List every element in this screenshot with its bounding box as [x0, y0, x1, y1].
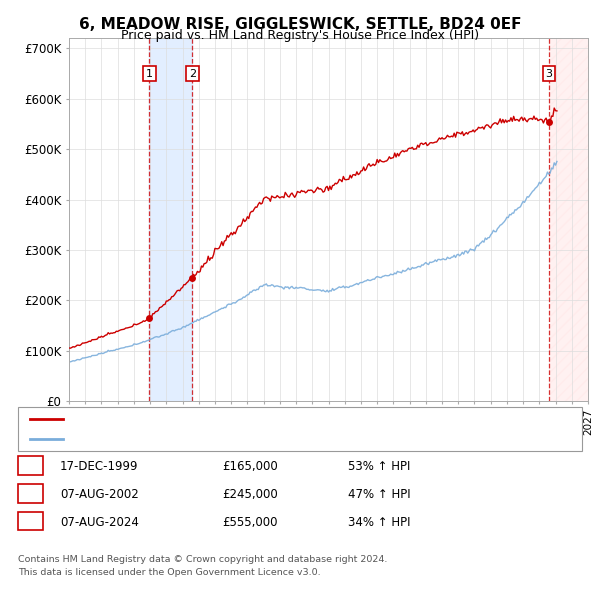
Text: 3: 3 — [545, 68, 553, 78]
Bar — [149, 38, 192, 401]
Text: £245,000: £245,000 — [222, 488, 278, 501]
Text: HPI: Average price, detached house, North Yorkshire: HPI: Average price, detached house, Nort… — [69, 434, 355, 444]
Text: £165,000: £165,000 — [222, 460, 278, 473]
Text: Contains HM Land Registry data © Crown copyright and database right 2024.: Contains HM Land Registry data © Crown c… — [18, 555, 388, 564]
Text: Price paid vs. HM Land Registry's House Price Index (HPI): Price paid vs. HM Land Registry's House … — [121, 30, 479, 42]
Text: 1: 1 — [27, 460, 34, 473]
Text: 1: 1 — [146, 68, 153, 78]
Text: 6, MEADOW RISE, GIGGLESWICK, SETTLE, BD24 0EF (detached house): 6, MEADOW RISE, GIGGLESWICK, SETTLE, BD2… — [69, 415, 453, 424]
Text: 34% ↑ HPI: 34% ↑ HPI — [348, 516, 410, 529]
Bar — [549, 38, 588, 401]
Text: 2: 2 — [27, 488, 34, 501]
Text: 3: 3 — [27, 516, 34, 529]
Text: 53% ↑ HPI: 53% ↑ HPI — [348, 460, 410, 473]
Text: 07-AUG-2002: 07-AUG-2002 — [60, 488, 139, 501]
Text: 2: 2 — [188, 68, 196, 78]
Text: 17-DEC-1999: 17-DEC-1999 — [60, 460, 139, 473]
Text: 07-AUG-2024: 07-AUG-2024 — [60, 516, 139, 529]
Text: This data is licensed under the Open Government Licence v3.0.: This data is licensed under the Open Gov… — [18, 568, 320, 577]
Text: 6, MEADOW RISE, GIGGLESWICK, SETTLE, BD24 0EF: 6, MEADOW RISE, GIGGLESWICK, SETTLE, BD2… — [79, 17, 521, 31]
Text: £555,000: £555,000 — [222, 516, 277, 529]
Text: 47% ↑ HPI: 47% ↑ HPI — [348, 488, 410, 501]
